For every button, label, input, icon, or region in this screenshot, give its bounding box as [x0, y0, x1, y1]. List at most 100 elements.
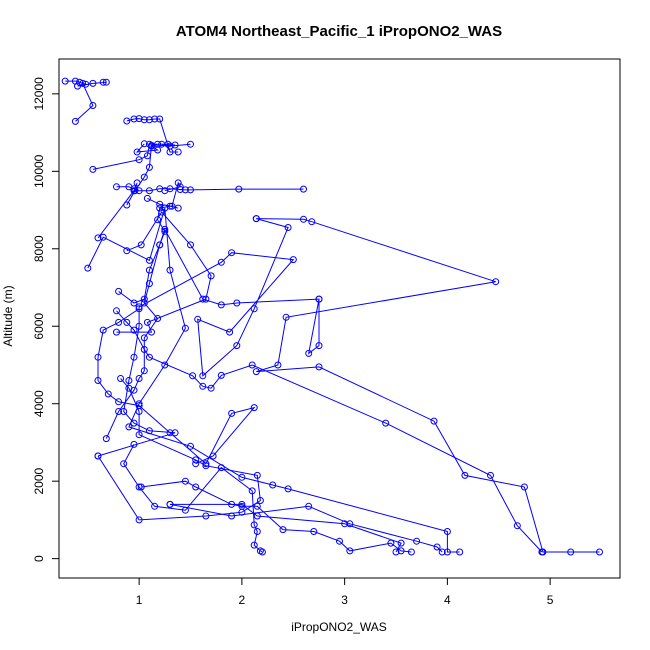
data-point: [130, 187, 138, 195]
data-point: [130, 115, 138, 123]
data-point: [341, 520, 349, 528]
data-point: [125, 377, 133, 384]
data-point: [113, 328, 120, 336]
series-line: [116, 186, 304, 192]
data-point: [284, 485, 292, 493]
data-point: [123, 318, 131, 326]
data-point: [154, 140, 162, 148]
data-point: [135, 305, 143, 313]
data-point: [130, 386, 138, 394]
data-point: [228, 512, 236, 520]
data-point: [94, 377, 102, 384]
data-point: [274, 361, 282, 369]
series-profile: [94, 305, 258, 468]
series-line: [97, 378, 261, 521]
data-point: [94, 234, 102, 242]
data-point: [133, 179, 141, 187]
data-point: [123, 117, 131, 125]
data-point: [269, 481, 277, 489]
data-point: [192, 456, 200, 464]
data-point: [228, 409, 236, 417]
data-point: [209, 452, 217, 460]
data-point: [187, 186, 194, 194]
data-point: [135, 156, 143, 164]
data-point: [250, 305, 258, 313]
data-point: [166, 429, 174, 437]
data-point: [120, 408, 128, 415]
data-point: [61, 77, 69, 85]
x-tick-label: 4: [444, 593, 451, 607]
data-point: [202, 295, 210, 303]
data-point: [161, 227, 169, 235]
data-point: [113, 183, 120, 191]
data-point: [199, 382, 207, 390]
data-point: [143, 318, 151, 326]
data-point: [217, 258, 225, 266]
data-point: [176, 183, 184, 191]
data-point: [202, 462, 210, 470]
data-point: [567, 548, 575, 556]
data-point: [164, 140, 172, 148]
data-point: [252, 215, 260, 223]
series-line: [105, 205, 179, 439]
data-point: [520, 483, 528, 491]
data-point: [456, 548, 464, 556]
data-point: [192, 460, 200, 468]
series-line: [123, 444, 263, 553]
data-point: [156, 200, 164, 208]
data-point: [397, 547, 405, 555]
y-tick-label: 12000: [32, 77, 46, 111]
data-point: [282, 313, 290, 321]
data-point: [151, 115, 159, 123]
data-point: [135, 303, 143, 311]
data-point: [145, 163, 153, 171]
data-point: [123, 247, 131, 255]
data-point: [154, 315, 162, 322]
data-point: [135, 516, 143, 524]
data-point: [253, 528, 261, 535]
data-point: [143, 194, 151, 202]
series-line: [256, 218, 600, 553]
data-point: [130, 299, 138, 307]
series-profile: [133, 140, 179, 156]
data-point: [156, 241, 164, 249]
data-point: [135, 115, 143, 123]
y-tick-label: 4000: [32, 390, 46, 417]
data-point: [305, 502, 313, 510]
x-tick-label: 3: [341, 593, 348, 607]
data-point: [487, 471, 494, 479]
data-point: [284, 224, 292, 231]
data-point: [151, 502, 159, 510]
data-point: [140, 334, 148, 342]
data-point: [89, 102, 97, 109]
data-point: [135, 431, 143, 439]
series-profile: [123, 140, 162, 209]
data-point: [137, 483, 145, 491]
data-point: [308, 218, 316, 226]
data-point: [250, 404, 258, 412]
data-point: [253, 502, 261, 510]
data-point: [161, 187, 169, 195]
data-point: [135, 375, 143, 382]
data-point: [346, 520, 354, 528]
series-profile: [120, 440, 266, 556]
data-point: [113, 307, 120, 315]
series-profile: [123, 115, 182, 156]
series-profile: [94, 215, 297, 460]
series-line: [97, 308, 256, 465]
data-point: [166, 142, 174, 150]
data-point: [336, 537, 343, 545]
data-point: [492, 278, 500, 286]
data-point: [252, 368, 260, 376]
data-point: [76, 78, 83, 86]
data-point: [133, 148, 141, 156]
x-axis: 1 2 3 4 5: [136, 577, 554, 607]
data-point: [123, 201, 131, 209]
data-point: [89, 79, 97, 87]
data-point: [94, 353, 102, 361]
data-point: [174, 148, 182, 156]
data-point: [140, 367, 148, 375]
data-point: [538, 548, 546, 556]
series-profile: [94, 179, 141, 242]
data-point: [135, 187, 143, 195]
